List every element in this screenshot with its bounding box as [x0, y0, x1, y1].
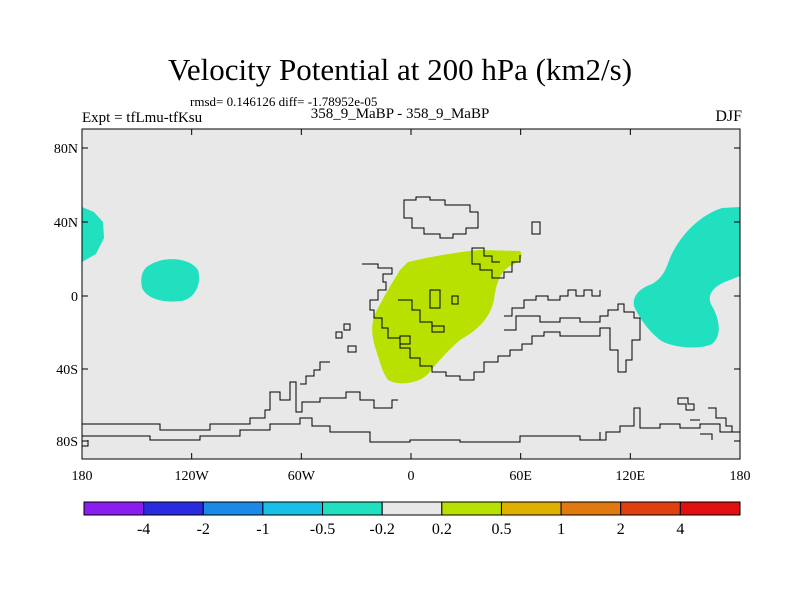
colorbar-label: 4	[676, 521, 684, 538]
colorbar-swatch	[561, 502, 621, 515]
colorbar-swatch	[323, 502, 383, 515]
lon-label: 60W	[288, 469, 316, 484]
colorbar-swatch	[263, 502, 323, 515]
map-figure: 80N40N040S80S180 120W 60W 0 60E 120E 180 -4 -2-…	[0, 0, 800, 600]
colorbar-swatch	[501, 502, 561, 515]
lon-label: 180	[730, 469, 751, 484]
colorbar-swatch	[144, 502, 204, 515]
colorbar-label: -1	[256, 521, 269, 538]
colorbar-swatch	[680, 502, 740, 515]
region-negative-central-pacific	[141, 259, 199, 301]
lat-label: 0	[71, 290, 78, 305]
colorbar: -4 -2 -1 -0.5 -0.2 0.2 0.5 1 2 4	[84, 502, 740, 538]
lat-label: 80N	[54, 142, 78, 157]
colorbar-swatch	[621, 502, 681, 515]
lon-label: 120W	[175, 469, 210, 484]
lat-label: 40N	[54, 216, 78, 231]
colorbar-swatch	[382, 502, 442, 515]
colorbar-swatch	[442, 502, 502, 515]
lon-label: 120E	[616, 469, 646, 484]
lon-label: 60E	[509, 469, 532, 484]
colorbar-label: -0.5	[310, 521, 335, 538]
colorbar-label: -2	[197, 521, 210, 538]
lat-label: 80S	[56, 435, 78, 450]
colorbar-label: 0.2	[432, 521, 452, 538]
colorbar-swatch	[203, 502, 263, 515]
colorbar-swatch	[84, 502, 144, 515]
colorbar-label: 0.5	[491, 521, 511, 538]
colorbar-label: 2	[617, 521, 625, 538]
lon-label: 0	[408, 469, 415, 484]
lon-label: 180	[72, 469, 93, 484]
colorbar-label: -0.2	[370, 521, 395, 538]
lat-label: 40S	[56, 363, 78, 378]
colorbar-label: 1	[557, 521, 565, 538]
colorbar-label: -4	[137, 521, 150, 538]
